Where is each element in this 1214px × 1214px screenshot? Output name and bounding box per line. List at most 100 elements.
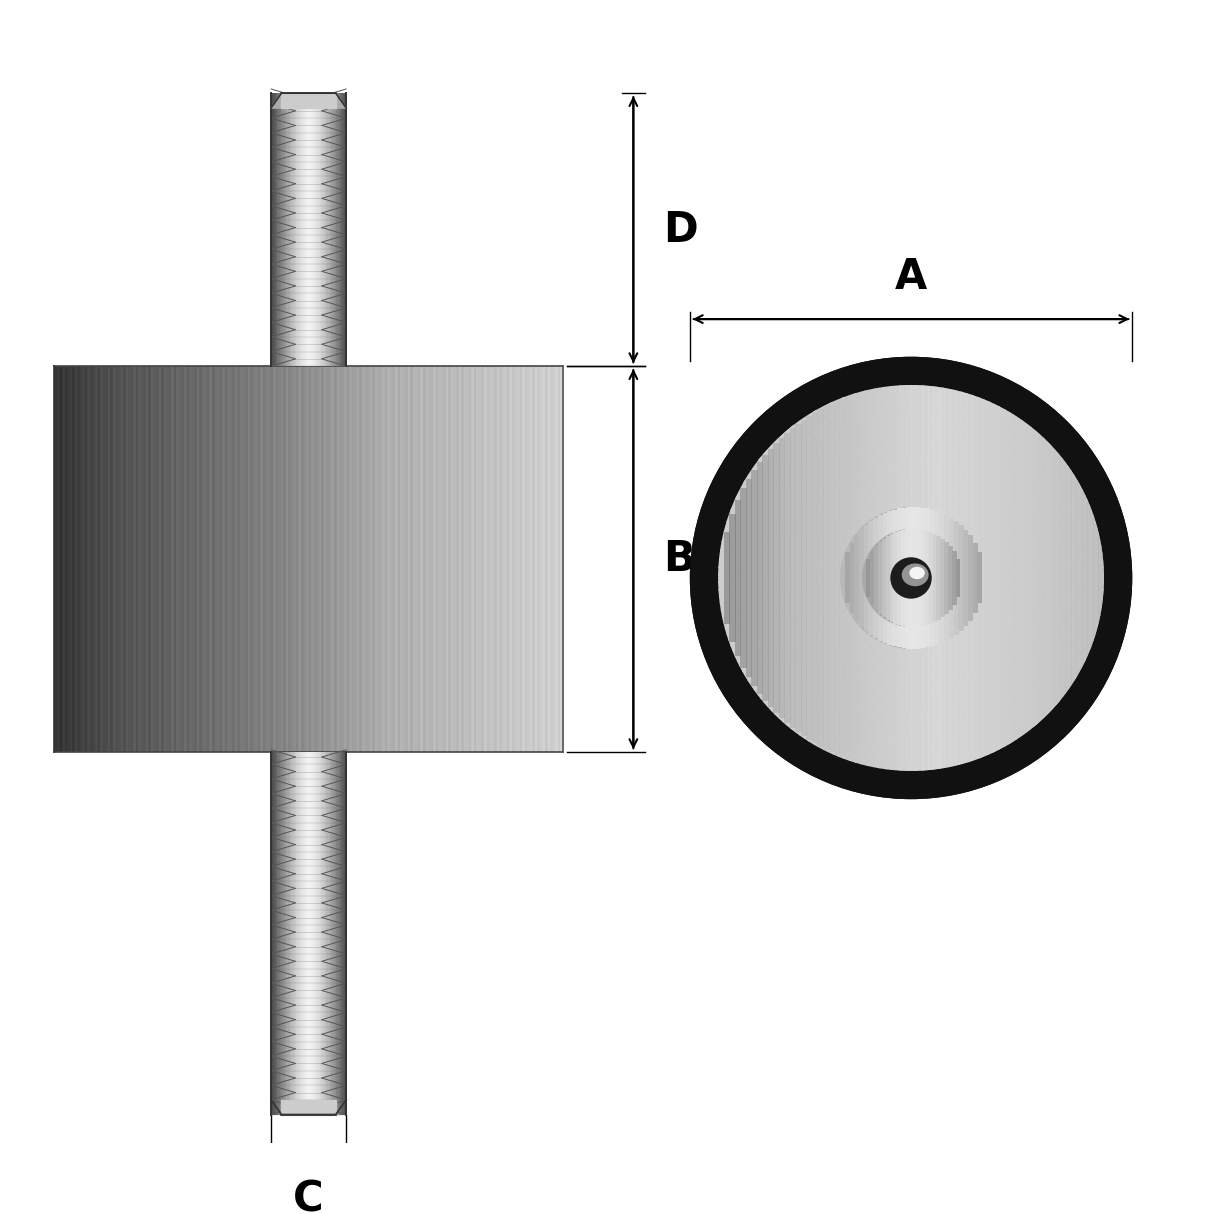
Bar [823, 407, 829, 749]
Bar [362, 367, 365, 753]
Bar [722, 535, 728, 620]
Bar [907, 507, 912, 648]
Bar [422, 367, 426, 753]
Bar [304, 93, 305, 367]
Bar [1099, 535, 1105, 620]
Bar [350, 367, 353, 753]
Bar [932, 534, 937, 622]
Bar [966, 393, 972, 762]
Bar [923, 385, 929, 771]
Bar [1043, 437, 1050, 719]
Bar [815, 410, 821, 745]
Bar [476, 367, 480, 753]
Bar [492, 367, 495, 753]
Bar [319, 367, 322, 753]
Bar [310, 753, 312, 1114]
Bar [949, 388, 955, 767]
Bar [334, 93, 335, 367]
Bar [438, 367, 442, 753]
Bar [766, 450, 772, 705]
Bar [294, 367, 297, 753]
Bar [238, 367, 240, 753]
Bar [308, 753, 310, 1114]
Bar [263, 367, 266, 753]
Bar [1060, 455, 1066, 700]
Bar [889, 386, 896, 770]
Bar [1056, 450, 1061, 705]
Ellipse shape [902, 563, 929, 586]
Bar [159, 367, 163, 753]
Bar [960, 391, 968, 765]
Bar [148, 367, 152, 753]
Bar [873, 518, 879, 639]
Bar [1076, 476, 1080, 680]
Bar [324, 93, 325, 367]
Bar [1066, 463, 1072, 693]
Bar [284, 753, 285, 1114]
Bar [296, 93, 297, 367]
Bar [850, 543, 855, 613]
Bar [1012, 414, 1019, 742]
Bar [484, 367, 488, 753]
Bar [295, 93, 296, 367]
Bar [347, 367, 350, 753]
Bar [850, 395, 857, 761]
Circle shape [717, 385, 1104, 771]
Bar [113, 367, 117, 753]
Bar [938, 387, 944, 768]
Bar [977, 552, 982, 603]
Bar [527, 367, 531, 753]
Bar [294, 753, 295, 1114]
Bar [253, 367, 256, 753]
Bar [993, 403, 999, 753]
Bar [517, 367, 521, 753]
Bar [330, 93, 331, 367]
Bar [433, 367, 437, 753]
Bar [276, 367, 279, 753]
Bar [929, 532, 934, 624]
Bar [954, 390, 960, 766]
Bar [795, 424, 801, 732]
Bar [331, 753, 333, 1114]
Bar [529, 367, 533, 753]
Bar [255, 367, 259, 753]
Bar [917, 529, 921, 626]
Bar [123, 367, 126, 753]
Bar [964, 392, 970, 764]
Bar [293, 93, 294, 367]
Bar [282, 753, 284, 1114]
Bar [164, 367, 168, 753]
Bar [892, 510, 897, 646]
Bar [273, 367, 277, 753]
Bar [557, 367, 561, 753]
Bar [915, 507, 921, 648]
Bar [138, 367, 142, 753]
Bar [771, 446, 777, 711]
Bar [801, 420, 807, 737]
Bar [296, 367, 300, 753]
Bar [266, 367, 268, 753]
Bar [761, 456, 767, 700]
Bar [1016, 416, 1022, 741]
Bar [897, 531, 902, 625]
Bar [543, 367, 546, 753]
Bar [134, 367, 137, 753]
Bar [415, 367, 419, 753]
Bar [1005, 409, 1011, 747]
Bar [1066, 463, 1071, 693]
Bar [883, 512, 887, 643]
Bar [341, 367, 345, 753]
Bar [504, 367, 507, 753]
Bar [878, 387, 885, 768]
Bar [920, 385, 926, 771]
Bar [212, 367, 216, 753]
Bar [906, 529, 909, 626]
Bar [187, 367, 191, 753]
Bar [806, 416, 812, 741]
Bar [1003, 408, 1009, 748]
Bar [1080, 484, 1085, 671]
Bar [327, 367, 330, 753]
Bar [1099, 532, 1105, 624]
Bar [271, 93, 272, 367]
Bar [866, 558, 870, 597]
